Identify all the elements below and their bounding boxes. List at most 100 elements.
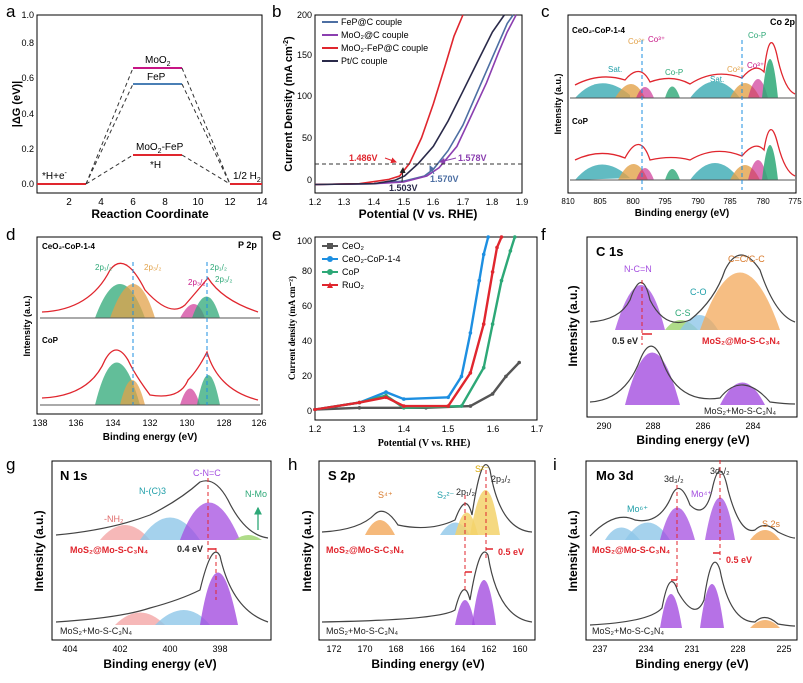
x-tick: 231 [684,644,699,654]
data-point [402,404,406,408]
peak-label: Co³⁺ [747,61,764,70]
x-tick: 1.7 [457,197,470,207]
x-tick: 138 [32,418,47,428]
data-point [446,395,451,400]
legend-marker [327,256,333,262]
peak-label: 2p₃/₂ [215,275,232,284]
x-tick: 284 [745,421,760,431]
x-tick: 170 [357,644,372,654]
x-axis-label: Binding energy (eV) [635,657,748,671]
panel-letter: c [541,2,550,21]
x-tick: 402 [112,644,127,654]
x-tick: 168 [388,644,403,654]
peak-label: C=C/C-C [728,254,765,264]
series-line [314,14,505,186]
x-tick: 134 [105,418,120,428]
x-tick: 1.2 [309,197,322,207]
data-point [490,322,495,326]
x-tick: 128 [216,418,231,428]
panel-a: a 0.0 0.2 0.4 0.6 0.8 1.0 2 4 6 8 10 12 … [6,2,268,221]
x-tick: 1.6 [427,197,440,207]
envelope [589,470,796,539]
arrow [384,157,397,164]
x-axis-label: Potential (V vs. RHE) [359,207,478,221]
sample-label: CeO₂-CoP-1-4 [42,242,95,251]
panel-e: e 0 20 40 60 80 100 1.2 1.3 1.4 1.5 1.6 … [272,225,543,449]
x-tick: 785 [723,197,737,206]
series-line [314,236,503,411]
x-axis-label: Binding energy (eV) [103,432,197,443]
x-tick: 160 [512,644,527,654]
x-tick: 288 [645,421,660,431]
peak-label: Co²⁺ [628,37,645,46]
spectrum-title: Mo 3d [596,468,634,483]
data-point [499,235,504,239]
fit-peak [700,584,724,628]
fit-peak [636,87,654,98]
fit-peak [365,520,395,535]
spectrum-bottom [321,551,533,625]
data-point [508,249,513,253]
fit-peak [575,83,630,98]
spectrum-title: Co 2p [770,17,796,27]
x-axis-label: Binding energy (eV) [635,208,729,219]
peak-labels: 2p₁/₂ 2p₃/₂ 2p₃/₂ 2p₁/₂ 2p₃/₂ [95,263,232,287]
y-tick: 0 [307,406,312,416]
y-axis-label: Intensity (a.u.) [32,510,46,591]
peak-label: Mo⁶⁺ [627,504,648,514]
x-tick: 162 [481,644,496,654]
peak-label: Mo⁴⁺ [691,489,712,499]
panel-c: c Co 2p CeO₂-CoP-1-4 CoP 810 805 800 795… [541,2,802,219]
series-group [314,14,517,186]
peak-label: N-C=N [624,264,652,274]
legend-label: CeO₂ [342,241,365,251]
x-axis-label: Binding energy (eV) [371,657,484,671]
x-tick: 166 [419,644,434,654]
fit-peak [192,296,220,318]
plot-frame [36,236,263,415]
fit-peak [155,610,210,625]
spectrum-bottom [589,561,796,628]
envelope [574,41,796,95]
legend-label: MoO₂@C couple [341,30,409,40]
label-end: 1/2 H2 [233,171,261,184]
peak-label: Co³⁺ [648,35,665,44]
peak-label: S⁴⁺ [378,490,393,500]
x-tick: 286 [695,421,710,431]
y-tick: 80 [302,266,312,276]
spectrum-bottom [40,349,260,406]
data-point [384,390,388,394]
panel-letter: e [272,225,281,244]
shift-label: 0.5 eV [498,547,524,557]
shift-label: 0.5 eV [612,336,638,346]
plot-frame [586,236,798,418]
fit-peak [615,84,645,98]
x-tick: 805 [593,197,607,206]
panel-letter: f [541,225,546,244]
spectrum-title: C 1s [596,244,623,259]
x-tick: 1.5 [442,424,455,434]
fit-peak [625,522,670,540]
x-tick-labels: 1.2 1.3 1.4 1.5 1.6 1.7 [309,424,544,434]
plot-frame [51,460,272,641]
y-tick-labels: 0.0 0.2 0.4 0.6 0.8 1.0 [21,10,34,189]
x-tick-labels: 810 805 800 795 790 785 780 775 [561,197,802,206]
envelope [589,561,796,627]
y-tick: 40 [302,336,312,346]
data-point [459,404,464,408]
x-tick: 132 [142,418,157,428]
y-axis-label: Intensity (a.u.) [22,295,32,356]
peak-label: S 2s [762,519,781,529]
y-tick: 100 [297,91,312,101]
annotation-1486: 1.486V [349,153,378,163]
sample-label: MoS₂+Mo-S-C₃N₄ [326,626,398,636]
legend-label: MoO₂-FeP@C couple [341,43,428,53]
legend-label: CeO₂-CoP-1-4 [342,254,401,264]
peak-label: 3d₅/₂ [710,466,730,476]
data-point [357,406,362,410]
x-tick: 12 [224,197,236,208]
spectrum-title: N 1s [60,468,87,483]
x-tick: 1.4 [368,197,381,207]
panel-f: f C 1s 290 288 286 284 Binding energy (e… [541,225,798,447]
peak-label: -NH₂ [104,514,124,524]
